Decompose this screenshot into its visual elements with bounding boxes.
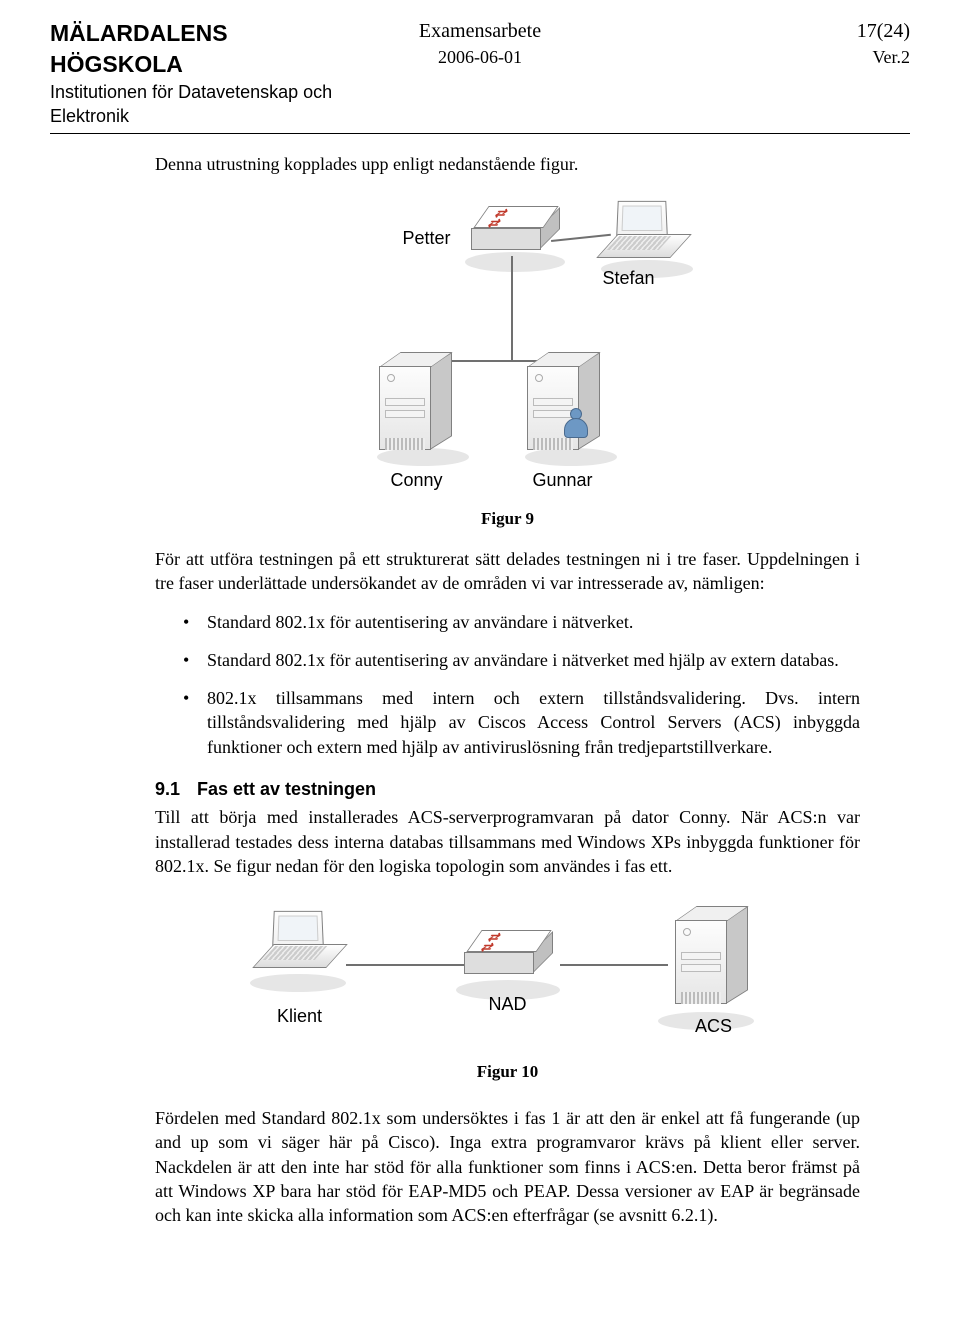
server-icon [675,906,753,1010]
institution-title: MÄLARDALENS HÖGSKOLA [50,18,337,80]
fig10-label-acs: ACS [654,1014,774,1038]
section-title: Fas ett av testningen [197,779,376,799]
figure-9-caption: Figur 9 [155,508,860,531]
switch-icon: ⇄⇄ [464,930,552,986]
fig9-label-petter: Petter [403,226,451,250]
doc-date: 2006-06-01 [337,45,624,69]
server-user-icon [527,352,605,456]
laptop-icon [259,910,341,976]
section-paragraph: Till att börja med installerades ACS-ser… [155,805,860,878]
section-heading: 9.1Fas ett av testningen [155,777,860,801]
doc-type: Examensarbete [337,18,624,45]
laptop-icon [603,200,685,266]
fig10-label-nad: NAD [448,992,568,1016]
page-number: 17(24) [623,18,910,45]
figure-9-diagram: ⇄⇄ [293,200,723,500]
list-item: 802.1x tillsammans med intern och extern… [183,686,860,759]
server-icon [379,352,457,456]
fig9-label-conny: Conny [391,468,443,492]
fig9-label-gunnar: Gunnar [533,468,593,492]
bullet-list: Standard 802.1x för autentisering av anv… [155,610,860,759]
header-divider [50,133,910,134]
figure-10-caption: Figur 10 [155,1061,860,1084]
switch-icon: ⇄⇄ [471,206,559,262]
final-paragraph: Fördelen med Standard 802.1x som undersö… [155,1106,860,1227]
figure-10-diagram: Klient ⇄⇄ NAD [228,902,788,1057]
list-item: Standard 802.1x för autentisering av anv… [183,648,860,672]
page-header: MÄLARDALENS HÖGSKOLA Institutionen för D… [50,18,910,131]
section-number: 9.1 [155,777,197,801]
doc-version: Ver.2 [623,45,910,69]
after-fig9-paragraph: För att utföra testningen på ett struktu… [155,547,860,596]
list-item: Standard 802.1x för autentisering av anv… [183,610,860,634]
fig10-label-klient: Klient [240,1004,360,1028]
intro-paragraph: Denna utrustning kopplades upp enligt ne… [155,152,860,176]
fig9-label-stefan: Stefan [603,266,655,290]
institution-subtitle: Institutionen för Datavetenskap och Elek… [50,80,337,129]
